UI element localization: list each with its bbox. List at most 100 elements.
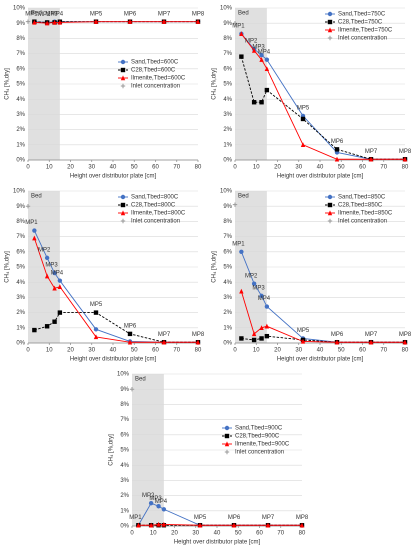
x-axis-label: Height over distributor plate [cm] (70, 357, 157, 363)
y-tick-label: 5% (223, 265, 232, 271)
marker (195, 19, 201, 24)
marker (52, 285, 57, 291)
y-tick-label: 9% (223, 204, 232, 210)
marker (156, 504, 161, 509)
marker (25, 19, 31, 24)
x-tick-label: 40 (317, 348, 324, 354)
marker (264, 304, 270, 309)
marker (120, 218, 126, 224)
annotation: MP7 (365, 149, 378, 155)
y-tick-label: 3% (16, 295, 25, 301)
legend-entry: C28,Tbed=750C (325, 20, 383, 26)
y-axis-label: CH₄ [%,dry] (109, 434, 115, 466)
legend-entry: C28,Tbed=800C (118, 203, 176, 209)
legend-label: Inlet concentration (338, 219, 387, 225)
bed-label: Bed (238, 194, 249, 200)
y-tick-label: 8% (223, 36, 232, 42)
legend-label: C28,Tbed=600C (131, 68, 176, 74)
y-tick-label: 0% (120, 524, 129, 530)
annotation: MP2 (38, 247, 51, 253)
marker (368, 156, 374, 162)
marker (327, 218, 333, 224)
annotation: MP7 (158, 11, 171, 17)
annotation: MP6 (228, 515, 241, 521)
y-tick-label: 5% (16, 82, 25, 88)
x-axis-label: Height over distributor plate [cm] (70, 174, 157, 180)
marker (44, 20, 50, 26)
marker (57, 278, 63, 283)
legend-entry: C28,Tbed=900C (222, 434, 280, 440)
annotation: MP8 (399, 149, 412, 155)
marker (120, 202, 126, 208)
y-tick-label: 0% (16, 158, 25, 164)
marker (32, 235, 37, 241)
marker (161, 521, 167, 527)
marker (239, 336, 244, 341)
marker (120, 75, 126, 81)
annotation: MP3 (45, 11, 58, 17)
legend-entry: Inlet concentration (327, 36, 387, 42)
y-tick-label: 10% (220, 189, 233, 195)
legend-entry: Sand,Tbed=900C (222, 426, 283, 432)
x-tick-label: 70 (173, 348, 180, 354)
marker (327, 202, 333, 208)
marker (120, 210, 126, 216)
x-tick-label: 50 (338, 165, 345, 171)
x-tick-label: 30 (295, 348, 302, 354)
legend-entry: Ilmenite,Tbed=850C (325, 210, 393, 217)
x-tick-label: 30 (192, 531, 199, 537)
legend-entry: Ilmenite,Tbed=900C (222, 441, 290, 448)
annotation: MP8 (296, 515, 309, 521)
legend-label: C28,Tbed=850C (338, 203, 383, 209)
marker (239, 54, 244, 59)
annotation: MP1 (25, 11, 38, 17)
marker (334, 156, 340, 162)
annotation: MP4 (51, 270, 64, 276)
series-line (240, 291, 405, 343)
y-tick-label: 7% (223, 51, 232, 57)
marker (259, 100, 264, 105)
y-tick-label: 6% (120, 432, 129, 438)
y-tick-label: 4% (223, 97, 232, 103)
annotation: MP7 (158, 332, 171, 338)
marker (231, 522, 237, 528)
x-tick-label: 40 (214, 531, 221, 537)
marker (57, 310, 63, 315)
annotation: MP8 (192, 11, 205, 17)
annotation: MP3 (149, 496, 162, 502)
annotation: MP2 (38, 12, 51, 18)
marker (44, 324, 50, 329)
y-tick-label: 9% (16, 21, 25, 27)
marker (127, 339, 133, 345)
x-tick-label: 50 (235, 531, 242, 537)
y-tick-label: 7% (16, 234, 25, 240)
annotation: MP4 (155, 499, 168, 505)
y-axis-label: CH₄ [%,dry] (5, 68, 11, 100)
legend-entry: C28,Tbed=600C (118, 68, 176, 74)
marker (148, 522, 154, 528)
y-tick-label: 4% (16, 97, 25, 103)
marker (93, 19, 99, 24)
chart: Bed 0% 1% 2% 3% 4% 5% 6% 7% 8% 9% 10% 0 10 20 30 40 50 60 7… (212, 189, 412, 363)
annotation: MP7 (262, 515, 275, 521)
annotation: MP1 (232, 23, 245, 29)
annotation: MP6 (124, 11, 137, 17)
series-line (138, 524, 302, 526)
legend-entry: Ilmenite,Tbed=750C (325, 27, 393, 34)
marker (239, 249, 244, 254)
x-tick-label: 60 (359, 165, 366, 171)
y-tick-label: 1% (120, 508, 129, 514)
marker (327, 11, 333, 17)
marker (259, 336, 264, 341)
y-tick-label: 3% (16, 112, 25, 118)
legend-label: Sand,Tbed=600C (131, 60, 179, 66)
x-tick-label: 20 (67, 348, 74, 354)
marker (120, 59, 126, 65)
annotation: MP6 (331, 139, 344, 145)
marker (300, 116, 306, 122)
marker (232, 21, 238, 26)
annotation: MP6 (124, 323, 137, 329)
marker (136, 522, 141, 528)
marker (224, 441, 230, 447)
marker (52, 319, 57, 324)
